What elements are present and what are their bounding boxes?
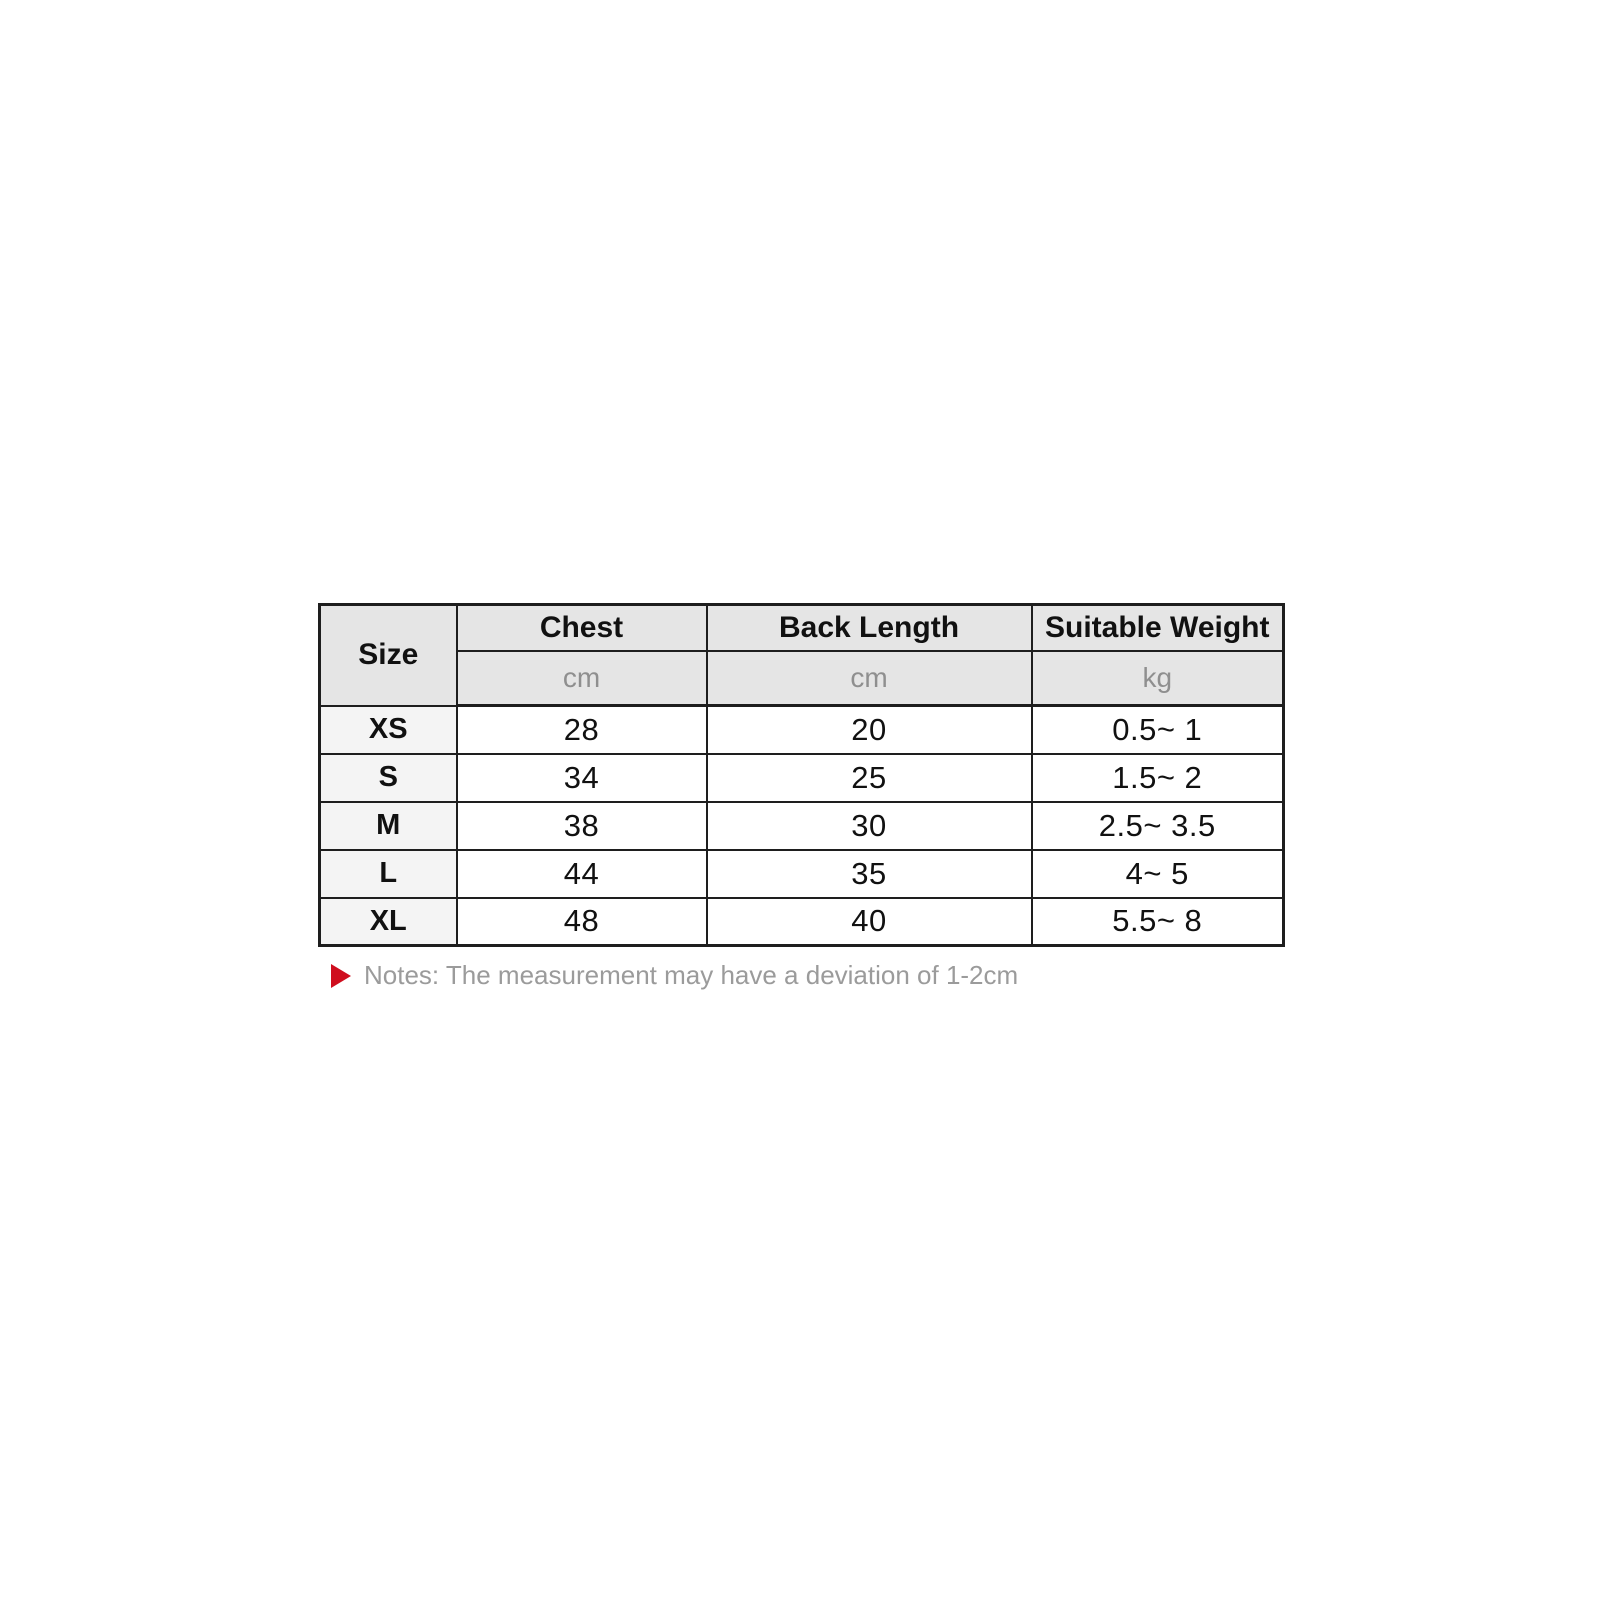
chest-value: 44	[455, 848, 708, 899]
size-cell: L	[318, 848, 458, 899]
measurement-note: Notes: The measurement may have a deviat…	[331, 960, 1018, 991]
chest-value: 34	[455, 752, 708, 803]
note-text: Notes: The measurement may have a deviat…	[364, 960, 1019, 990]
table-row-xl: XL 48 40 5.5~ 8	[318, 896, 1285, 947]
unit-suitable-weight: kg	[1030, 649, 1285, 707]
header-row-labels: Size Chest Back Length Suitable Weight	[318, 603, 1285, 707]
table-row-s: S 34 25 1.5~ 2	[318, 752, 1285, 803]
size-chart-table: Size Chest Back Length Suitable Weight c…	[318, 603, 1285, 947]
size-cell: S	[318, 752, 458, 803]
size-cell: XS	[318, 704, 458, 755]
back-length-value: 35	[705, 848, 1033, 899]
red-triangle-icon	[331, 963, 351, 988]
suitable-weight-value: 2.5~ 3.5	[1030, 800, 1285, 851]
back-length-value: 20	[705, 704, 1033, 755]
table-row-m: M 38 30 2.5~ 3.5	[318, 800, 1285, 851]
unit-chest: cm	[455, 649, 708, 707]
table-row-xs: XS 28 20 0.5~ 1	[318, 704, 1285, 755]
chest-value: 48	[455, 896, 708, 947]
column-header-back-length: Back Length	[705, 603, 1033, 652]
suitable-weight-value: 4~ 5	[1030, 848, 1285, 899]
header-row-units: cm cm kg	[320, 649, 1285, 707]
back-length-value: 30	[705, 800, 1033, 851]
column-header-chest: Chest	[455, 603, 708, 652]
column-header-size: Size	[318, 603, 458, 707]
suitable-weight-value: 0.5~ 1	[1030, 704, 1285, 755]
suitable-weight-value: 5.5~ 8	[1030, 896, 1285, 947]
column-header-suitable-weight: Suitable Weight	[1030, 603, 1285, 652]
suitable-weight-value: 1.5~ 2	[1030, 752, 1285, 803]
unit-back-length: cm	[705, 649, 1033, 707]
chest-value: 38	[455, 800, 708, 851]
table-row-l: L 44 35 4~ 5	[318, 848, 1285, 899]
back-length-value: 40	[705, 896, 1033, 947]
size-cell: XL	[318, 896, 458, 947]
back-length-value: 25	[705, 752, 1033, 803]
size-cell: M	[318, 800, 458, 851]
chest-value: 28	[455, 704, 708, 755]
